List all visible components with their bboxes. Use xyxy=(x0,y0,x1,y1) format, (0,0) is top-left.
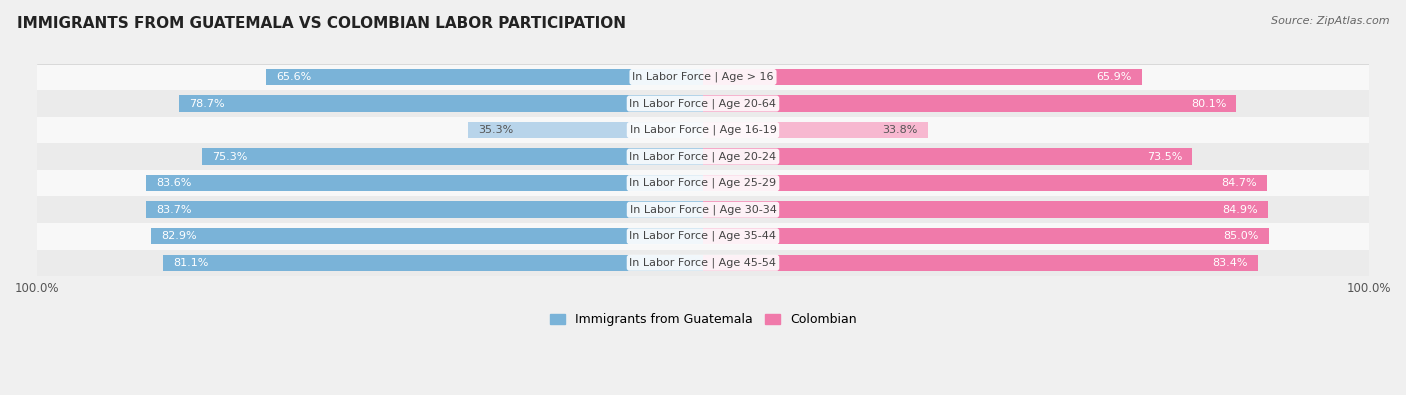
Text: IMMIGRANTS FROM GUATEMALA VS COLOMBIAN LABOR PARTICIPATION: IMMIGRANTS FROM GUATEMALA VS COLOMBIAN L… xyxy=(17,16,626,31)
Bar xyxy=(146,175,703,192)
Bar xyxy=(703,95,1236,112)
Bar xyxy=(37,90,1369,117)
Text: 85.0%: 85.0% xyxy=(1223,231,1258,241)
Bar xyxy=(37,223,1369,250)
Text: 84.9%: 84.9% xyxy=(1223,205,1258,215)
Bar xyxy=(468,122,703,138)
Bar xyxy=(37,117,1369,143)
Bar xyxy=(37,64,1369,90)
Text: 83.6%: 83.6% xyxy=(156,178,191,188)
Text: In Labor Force | Age 45-54: In Labor Force | Age 45-54 xyxy=(630,258,776,268)
Bar xyxy=(37,143,1369,170)
Text: 78.7%: 78.7% xyxy=(188,98,225,109)
Text: 82.9%: 82.9% xyxy=(162,231,197,241)
Bar xyxy=(266,69,703,85)
Bar xyxy=(37,196,1369,223)
Text: 81.1%: 81.1% xyxy=(173,258,208,268)
Bar xyxy=(201,149,703,165)
Bar xyxy=(703,201,1268,218)
Bar xyxy=(163,254,703,271)
Text: 65.6%: 65.6% xyxy=(276,72,312,82)
Bar xyxy=(703,149,1192,165)
Bar xyxy=(703,175,1267,192)
Legend: Immigrants from Guatemala, Colombian: Immigrants from Guatemala, Colombian xyxy=(544,308,862,331)
Text: 84.7%: 84.7% xyxy=(1222,178,1257,188)
Text: 35.3%: 35.3% xyxy=(478,125,513,135)
Bar xyxy=(703,228,1268,245)
Text: In Labor Force | Age > 16: In Labor Force | Age > 16 xyxy=(633,72,773,82)
Text: In Labor Force | Age 35-44: In Labor Force | Age 35-44 xyxy=(630,231,776,241)
Bar xyxy=(37,170,1369,196)
Bar xyxy=(179,95,703,112)
Text: In Labor Force | Age 16-19: In Labor Force | Age 16-19 xyxy=(630,125,776,135)
Text: 73.5%: 73.5% xyxy=(1147,152,1182,162)
Text: 83.7%: 83.7% xyxy=(156,205,191,215)
Bar xyxy=(37,250,1369,276)
Text: Source: ZipAtlas.com: Source: ZipAtlas.com xyxy=(1271,16,1389,26)
Text: In Labor Force | Age 20-64: In Labor Force | Age 20-64 xyxy=(630,98,776,109)
Text: In Labor Force | Age 20-24: In Labor Force | Age 20-24 xyxy=(630,151,776,162)
Text: In Labor Force | Age 25-29: In Labor Force | Age 25-29 xyxy=(630,178,776,188)
Bar xyxy=(146,201,703,218)
Text: 80.1%: 80.1% xyxy=(1191,98,1226,109)
Text: In Labor Force | Age 30-34: In Labor Force | Age 30-34 xyxy=(630,205,776,215)
Text: 75.3%: 75.3% xyxy=(212,152,247,162)
Bar xyxy=(703,69,1142,85)
Bar xyxy=(703,122,928,138)
Text: 33.8%: 33.8% xyxy=(883,125,918,135)
Bar xyxy=(150,228,703,245)
Text: 65.9%: 65.9% xyxy=(1097,72,1132,82)
Text: 83.4%: 83.4% xyxy=(1213,258,1249,268)
Bar xyxy=(703,254,1258,271)
